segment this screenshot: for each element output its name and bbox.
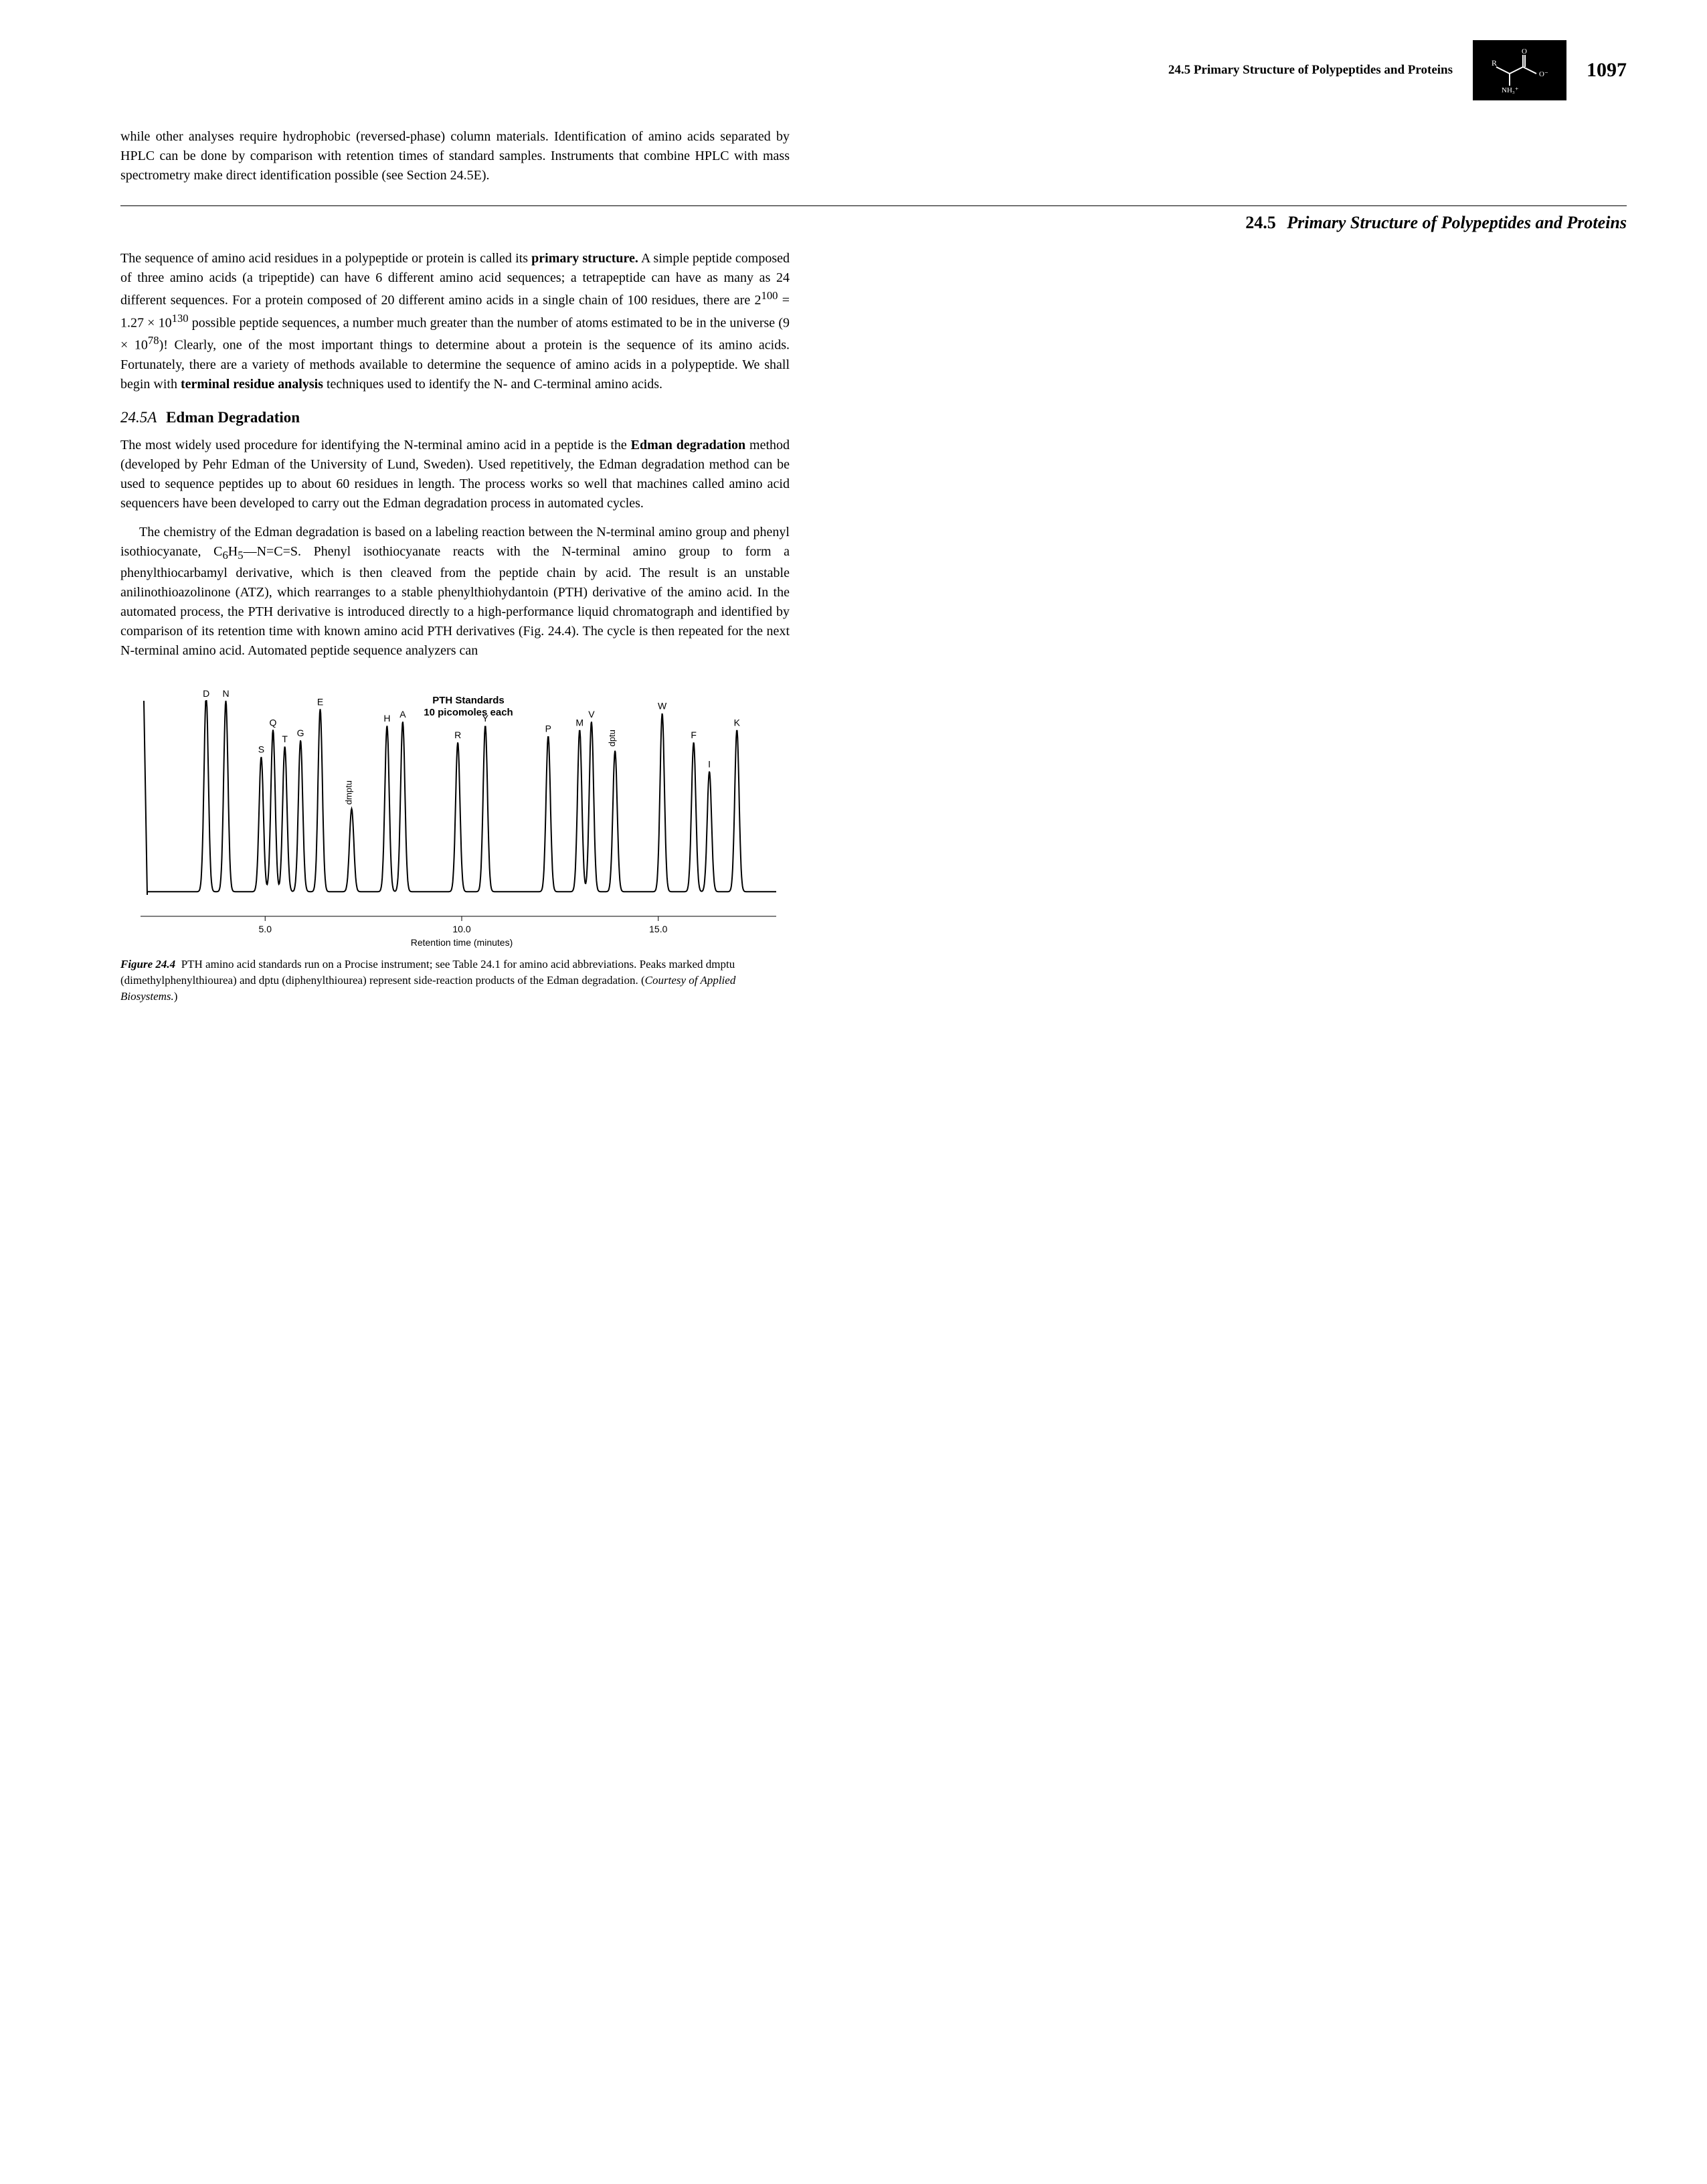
svg-text:D: D <box>203 688 209 699</box>
svg-text:A: A <box>399 709 406 720</box>
svg-text:NH₃⁺: NH₃⁺ <box>1502 86 1519 94</box>
svg-text:N: N <box>222 688 229 699</box>
chromatogram-svg: 5.010.015.0Retention time (minutes)PTH S… <box>120 681 790 948</box>
svg-text:G: G <box>297 728 304 738</box>
svg-text:5.0: 5.0 <box>259 924 272 934</box>
subsection-number: 24.5A <box>120 409 157 426</box>
svg-text:Retention time (minutes): Retention time (minutes) <box>411 937 513 948</box>
svg-text:PTH Standards: PTH Standards <box>432 695 505 706</box>
svg-text:dptu: dptu <box>607 730 617 746</box>
svg-text:M: M <box>575 718 583 728</box>
svg-text:S: S <box>258 744 264 755</box>
intro-paragraph: while other analyses require hydrophobic… <box>120 127 790 185</box>
figure-caption: Figure 24.4 PTH amino acid standards run… <box>120 956 790 1004</box>
subsection-paragraph-1: The most widely used procedure for ident… <box>120 436 790 513</box>
subsection-title: Edman Degradation <box>166 409 300 426</box>
svg-text:T: T <box>282 734 288 744</box>
figure-label: Figure 24.4 <box>120 958 175 971</box>
chromatogram-figure: 5.010.015.0Retention time (minutes)PTH S… <box>120 681 790 948</box>
svg-text:Q: Q <box>270 718 277 728</box>
section-paragraph: The sequence of amino acid residues in a… <box>120 249 790 394</box>
subsection-paragraph-2: The chemistry of the Edman degradation i… <box>120 523 790 661</box>
svg-text:O: O <box>1522 48 1527 56</box>
svg-text:15.0: 15.0 <box>649 924 667 934</box>
svg-text:P: P <box>545 724 551 734</box>
chapter-badge: R O O⁻ NH₃⁺ <box>1473 40 1566 100</box>
svg-text:10.0: 10.0 <box>452 924 470 934</box>
svg-text:W: W <box>658 701 667 711</box>
svg-text:O⁻: O⁻ <box>1539 70 1548 78</box>
figure-caption-close: ) <box>174 990 178 1003</box>
section-heading-row: 24.5 Primary Structure of Polypeptides a… <box>120 205 1627 233</box>
page-number: 1097 <box>1587 59 1627 82</box>
page-header: 24.5 Primary Structure of Polypeptides a… <box>120 40 1627 100</box>
svg-text:R: R <box>1492 58 1497 68</box>
svg-text:E: E <box>317 697 323 707</box>
section-title: Primary Structure of Polypeptides and Pr… <box>1287 213 1627 232</box>
subsection-heading: 24.5A Edman Degradation <box>120 409 1627 426</box>
figure-caption-text: PTH amino acid standards run on a Procis… <box>120 958 735 987</box>
section-number: 24.5 <box>1245 213 1276 232</box>
svg-text:10 picomoles each: 10 picomoles each <box>424 707 513 718</box>
svg-text:Y: Y <box>482 713 489 724</box>
svg-text:R: R <box>454 730 461 740</box>
svg-text:dmptu: dmptu <box>344 780 354 805</box>
svg-text:V: V <box>588 709 595 720</box>
svg-text:H: H <box>383 713 390 724</box>
svg-text:I: I <box>708 759 711 770</box>
running-title: 24.5 Primary Structure of Polypeptides a… <box>1168 63 1453 78</box>
svg-text:K: K <box>734 718 741 728</box>
svg-text:F: F <box>691 730 697 740</box>
amino-acid-icon: R O O⁻ NH₃⁺ <box>1483 47 1556 94</box>
section-heading: 24.5 Primary Structure of Polypeptides a… <box>120 213 1627 233</box>
